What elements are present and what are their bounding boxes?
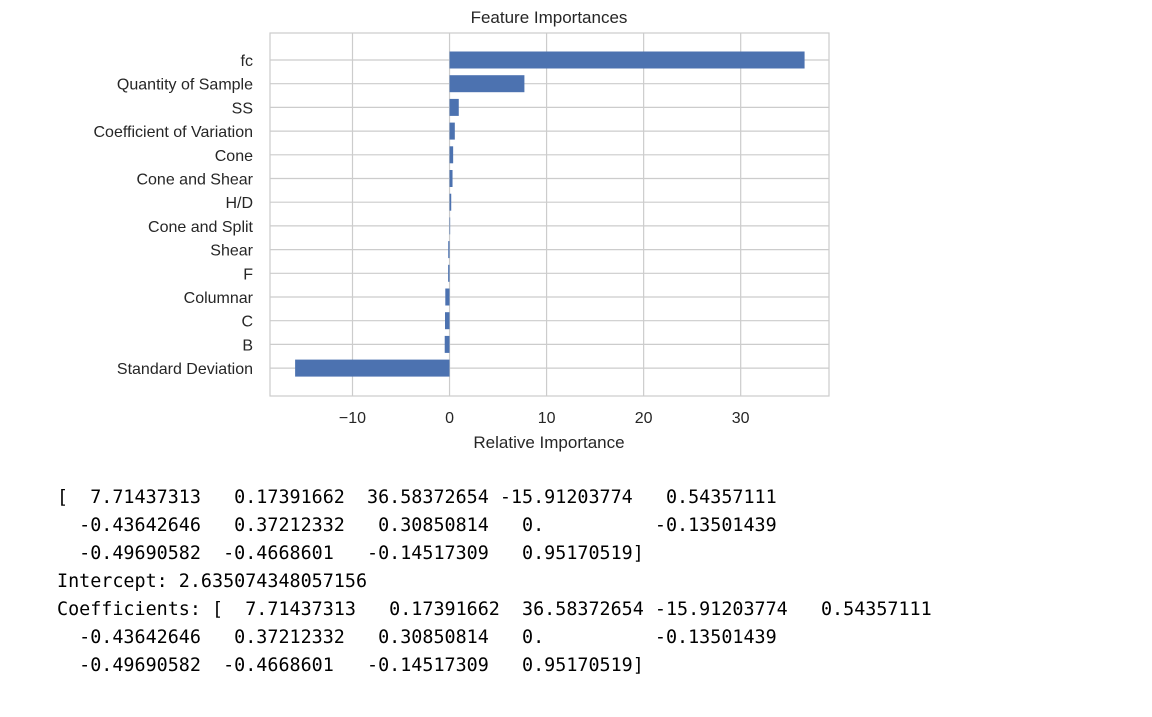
bar [449,98,459,116]
bar [448,241,450,259]
bars [295,51,805,377]
bar [449,170,453,187]
y-tick-label: Cone and Shear [136,172,253,189]
y-tick-label: SS [232,100,253,117]
bar [449,75,525,93]
output-line: -0.43642646 0.37212332 0.30850814 0. -0.… [57,627,777,648]
x-tick-label: 10 [538,410,556,427]
output-line: -0.49690582 -0.4668601 -0.14517309 0.951… [57,543,644,564]
y-tick-label: B [242,337,253,354]
bar [449,217,451,235]
bar [449,193,452,211]
bar [295,359,450,377]
y-tick-label: C [241,314,253,331]
y-tick-label: Coefficient of Variation [94,124,254,141]
output-line: -0.43642646 0.37212332 0.30850814 0. -0.… [57,515,777,536]
y-tick-label: F [243,266,253,283]
y-tick-label: Quantity of Sample [117,77,253,94]
y-tick-label: Columnar [184,290,254,307]
x-tick-labels: −10 0 10 20 30 [339,410,750,427]
y-tick-label: Shear [210,243,253,260]
y-tick-labels: fc Quantity of Sample SS Coefficient of Var… [94,53,254,378]
bar [449,146,454,164]
y-tick-label: H/D [225,195,253,212]
y-tick-label: Cone and Split [148,219,254,236]
bar [448,264,450,282]
y-tick-label: Standard Deviation [117,361,253,378]
console-output: [ 7.71437313 0.17391662 36.58372654 -15.… [57,484,932,680]
plot-area-border [269,32,830,397]
y-tick-label: fc [241,53,253,70]
output-line: Intercept: 2.635074348057156 [57,571,368,592]
bar [449,51,805,69]
chart-title: Feature Importances [471,8,628,27]
output-line: Coefficients: [ 7.71437313 0.17391662 36… [57,599,932,620]
x-tick-label: 20 [635,410,653,427]
bar [449,122,455,140]
y-tick-label: Cone [215,148,253,165]
x-tick-label: 0 [445,410,454,427]
x-tick-label: −10 [339,410,366,427]
bar [445,288,450,306]
output-line: [ 7.71437313 0.17391662 36.58372654 -15.… [57,487,777,508]
x-axis-label: Relative Importance [473,433,624,452]
x-tick-label: 30 [732,410,750,427]
grid-lines [270,33,829,396]
bar [445,312,450,330]
feature-importance-chart: Feature Importances fc Quantity of Sample… [94,8,830,452]
output-line: -0.49690582 -0.4668601 -0.14517309 0.951… [57,655,644,676]
bar [444,335,450,353]
